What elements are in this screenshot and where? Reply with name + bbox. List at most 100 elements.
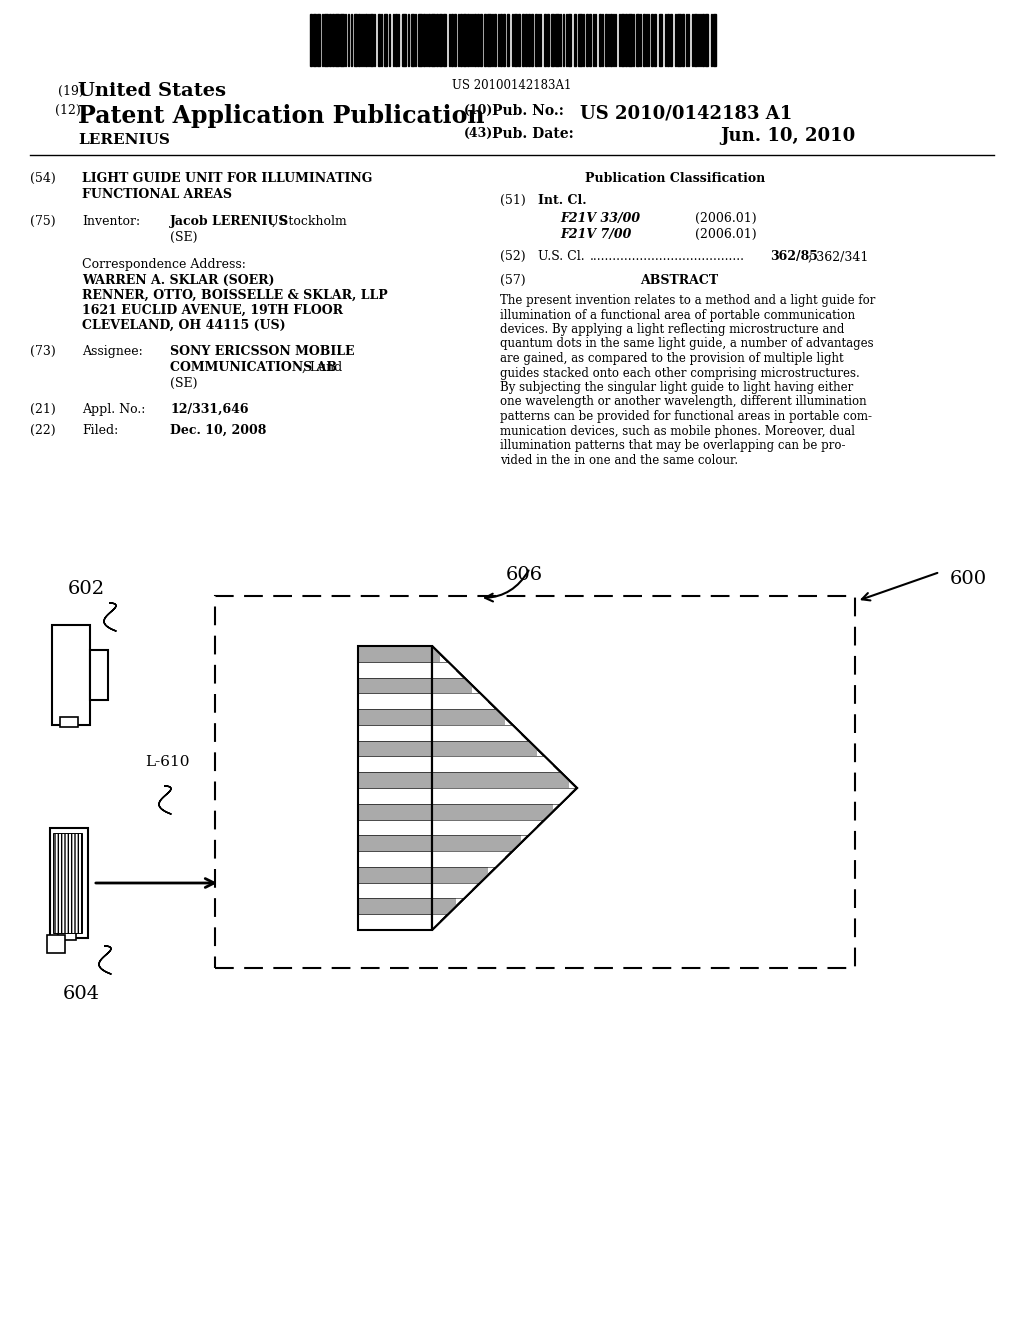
Bar	[58, 931, 76, 940]
Bar	[365, 15, 367, 66]
Text: patterns can be provided for functional areas in portable com-: patterns can be provided for functional …	[500, 411, 872, 422]
Bar	[358, 804, 432, 820]
Text: are gained, as compared to the provision of multiple light: are gained, as compared to the provision…	[500, 352, 844, 366]
Polygon shape	[432, 645, 577, 931]
Text: (10): (10)	[464, 104, 494, 117]
Text: United States: United States	[78, 82, 226, 100]
Bar	[531, 15, 534, 66]
Bar	[90, 649, 108, 700]
Bar	[467, 15, 469, 66]
Bar	[381, 15, 382, 66]
Text: Inventor:: Inventor:	[82, 215, 140, 228]
Bar	[693, 15, 696, 66]
Text: By subjecting the singular light guide to light having either: By subjecting the singular light guide t…	[500, 381, 853, 393]
Bar	[432, 741, 537, 756]
Bar	[415, 15, 416, 66]
Text: illumination patterns that may be overlapping can be pro-: illumination patterns that may be overla…	[500, 440, 846, 451]
Bar	[500, 15, 502, 66]
Text: illumination of a functional area of portable communication: illumination of a functional area of por…	[500, 309, 855, 322]
Bar	[353, 15, 356, 66]
Bar	[432, 772, 569, 788]
Bar	[432, 788, 569, 804]
Bar	[586, 15, 588, 66]
Bar	[428, 15, 429, 66]
Text: , Stockholm: , Stockholm	[272, 215, 347, 228]
Text: LIGHT GUIDE UNIT FOR ILLUMINATING: LIGHT GUIDE UNIT FOR ILLUMINATING	[82, 172, 373, 185]
Bar	[583, 15, 584, 66]
Bar	[595, 15, 596, 66]
Text: (SE): (SE)	[170, 231, 198, 244]
Bar	[358, 899, 432, 915]
Bar	[621, 15, 624, 66]
Text: 1621 EUCLID AVENUE, 19TH FLOOR: 1621 EUCLID AVENUE, 19TH FLOOR	[82, 304, 343, 317]
Bar	[599, 15, 601, 66]
Bar	[358, 820, 432, 836]
Bar	[702, 15, 703, 66]
Text: 12/331,646: 12/331,646	[170, 403, 249, 416]
Bar	[408, 15, 409, 66]
Text: (52): (52)	[500, 249, 525, 263]
Bar	[551, 15, 554, 66]
Bar	[432, 756, 553, 772]
Text: FUNCTIONAL AREAS: FUNCTIONAL AREAS	[82, 187, 232, 201]
Bar	[436, 15, 437, 66]
Text: Filed:: Filed:	[82, 424, 118, 437]
Bar	[313, 15, 316, 66]
Bar	[358, 645, 432, 931]
Bar	[513, 15, 516, 66]
Bar	[329, 15, 331, 66]
Bar	[324, 15, 328, 66]
Bar	[358, 709, 432, 725]
Bar	[650, 15, 652, 66]
Bar	[358, 788, 432, 804]
Text: US 2010/0142183 A1: US 2010/0142183 A1	[580, 104, 793, 121]
Text: 362/85: 362/85	[770, 249, 818, 263]
Text: (2006.01): (2006.01)	[695, 213, 757, 224]
Bar	[357, 15, 359, 66]
Bar	[604, 15, 606, 66]
Bar	[463, 15, 466, 66]
Bar	[332, 15, 334, 66]
Bar	[636, 15, 639, 66]
Text: guides stacked onto each other comprising microstructures.: guides stacked onto each other comprisin…	[500, 367, 860, 380]
Bar	[578, 15, 582, 66]
Text: RENNER, OTTO, BOISSELLE & SKLAR, LLP: RENNER, OTTO, BOISSELLE & SKLAR, LLP	[82, 289, 388, 302]
Bar	[625, 15, 627, 66]
Text: quantum dots in the same light guide, a number of advantages: quantum dots in the same light guide, a …	[500, 338, 873, 351]
Bar	[610, 15, 612, 66]
Text: CLEVELAND, OH 44115 (US): CLEVELAND, OH 44115 (US)	[82, 319, 286, 333]
Bar	[358, 836, 432, 851]
Text: LERENIUS: LERENIUS	[78, 133, 170, 147]
Bar	[454, 15, 456, 66]
Bar	[358, 756, 432, 772]
Bar	[432, 677, 472, 693]
Bar	[480, 15, 482, 66]
Text: Correspondence Address:: Correspondence Address:	[82, 257, 246, 271]
Bar	[53, 833, 82, 933]
Bar	[711, 15, 712, 66]
Text: (43): (43)	[464, 127, 494, 140]
Text: WARREN A. SKLAR (SOER): WARREN A. SKLAR (SOER)	[82, 275, 274, 286]
Bar	[418, 15, 422, 66]
Text: Int. Cl.: Int. Cl.	[538, 194, 587, 207]
Bar	[677, 15, 681, 66]
Bar	[528, 15, 530, 66]
Bar	[498, 15, 499, 66]
Bar	[370, 15, 373, 66]
Bar	[335, 15, 339, 66]
Bar	[573, 15, 575, 66]
Bar	[432, 820, 537, 836]
Text: (12): (12)	[55, 104, 81, 117]
Bar	[535, 15, 537, 66]
Text: F21V 33/00: F21V 33/00	[560, 213, 640, 224]
Bar	[60, 717, 78, 727]
Text: 600: 600	[950, 570, 987, 587]
Text: L-610: L-610	[145, 755, 189, 770]
Bar	[340, 15, 343, 66]
Bar	[411, 15, 414, 66]
Bar	[460, 15, 462, 66]
Text: (54): (54)	[30, 172, 55, 185]
Text: SONY ERICSSON MOBILE: SONY ERICSSON MOBILE	[170, 345, 354, 358]
Text: (SE): (SE)	[170, 378, 198, 389]
Bar	[640, 15, 641, 66]
